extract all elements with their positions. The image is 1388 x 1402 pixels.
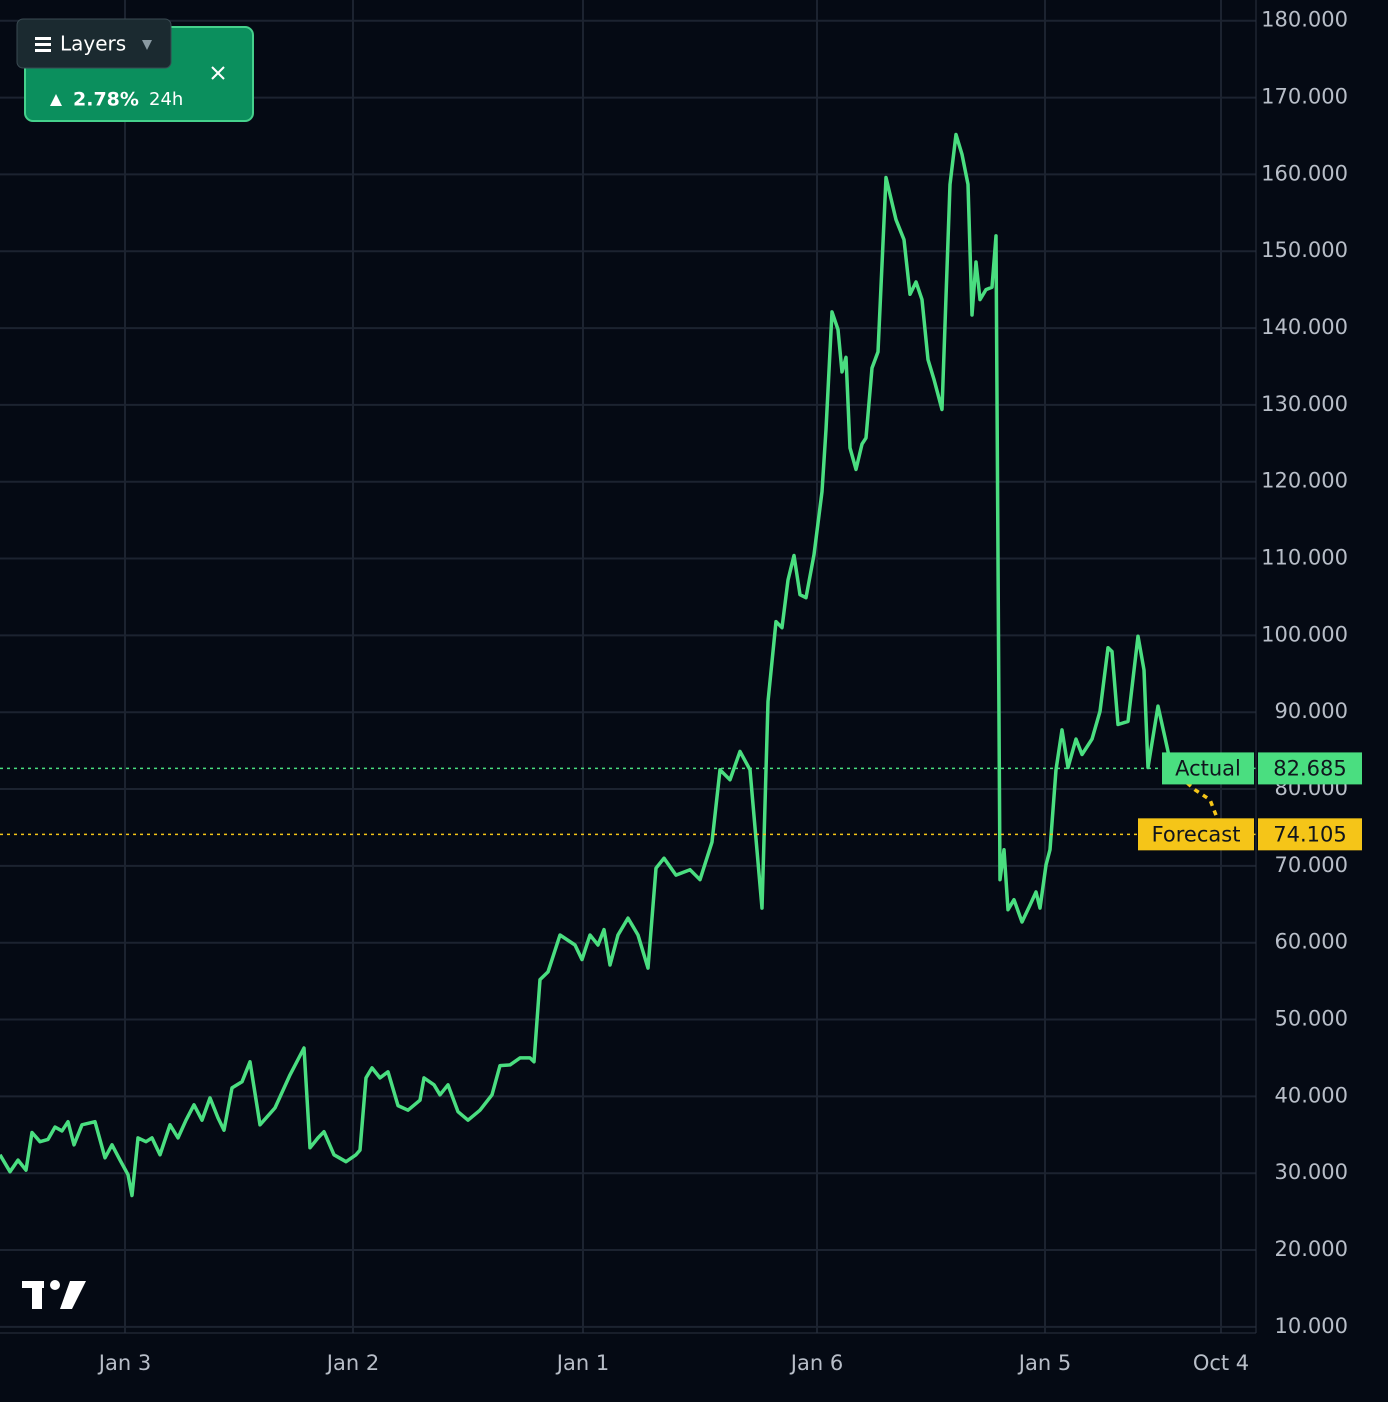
period: 24h (149, 89, 183, 110)
y-tick-label: 20.000 (1275, 1237, 1348, 1261)
y-tick-label: 160.000 (1261, 161, 1348, 185)
x-tick-label: Jan 5 (1017, 1351, 1071, 1375)
price-value: 74.105 (1273, 822, 1346, 846)
x-tick-label: Jan 2 (325, 1351, 379, 1375)
price-label-box (1162, 752, 1254, 785)
y-tick-label: 130.000 (1261, 392, 1348, 416)
series-line (0, 132, 1174, 1198)
tradingview-logo (22, 1280, 86, 1309)
y-tick-label: 10.000 (1275, 1314, 1348, 1338)
y-tick-label: 60.000 (1275, 930, 1348, 954)
price-value-box (1258, 818, 1362, 851)
y-tick-label: 150.000 (1261, 238, 1348, 262)
dropdown-arrow (142, 40, 152, 50)
y-tick-label: 100.000 (1261, 622, 1348, 646)
close-button[interactable] (211, 66, 225, 80)
y-tick-label: 90.000 (1275, 699, 1348, 723)
y-tick-label: 170.000 (1261, 85, 1348, 109)
y-tick-label: 110.000 (1261, 546, 1348, 570)
axes: 10.000 20.000 30.000 40.000 50.000 60.000 70.0… (97, 8, 1362, 1375)
x-tick-label: Jan 3 (97, 1351, 151, 1375)
price-label: Actual (1175, 756, 1241, 780)
change: 2.78% (73, 89, 139, 111)
y-tick-label: 70.000 (1275, 853, 1348, 877)
menu-icon (35, 37, 51, 52)
y-tick-label: 50.000 (1275, 1007, 1348, 1031)
x-tick-label: Jan 1 (555, 1351, 609, 1375)
y-tick-label: 40.000 (1275, 1083, 1348, 1107)
price-label-box (1138, 818, 1254, 851)
up-arrow (50, 94, 62, 106)
y-tick-label: 140.000 (1261, 315, 1348, 339)
y-tick-label: 120.000 (1261, 469, 1348, 493)
y-tick-label: 30.000 (1275, 1160, 1348, 1184)
layers-button[interactable] (16, 18, 172, 69)
x-tick-label: Jan 6 (789, 1351, 843, 1375)
x-tick-label: Oct 4 (1193, 1351, 1249, 1375)
price-widget: 2.78% 24h Layers (16, 18, 254, 122)
y-tick-label: 180.000 (1261, 8, 1348, 32)
price-value-box (1258, 752, 1362, 785)
layers-label: Layers (60, 32, 126, 56)
plot (0, 132, 1256, 1198)
grid (0, 0, 1256, 1333)
price-label: Forecast (1152, 822, 1241, 846)
price-value: 82.685 (1273, 756, 1346, 780)
